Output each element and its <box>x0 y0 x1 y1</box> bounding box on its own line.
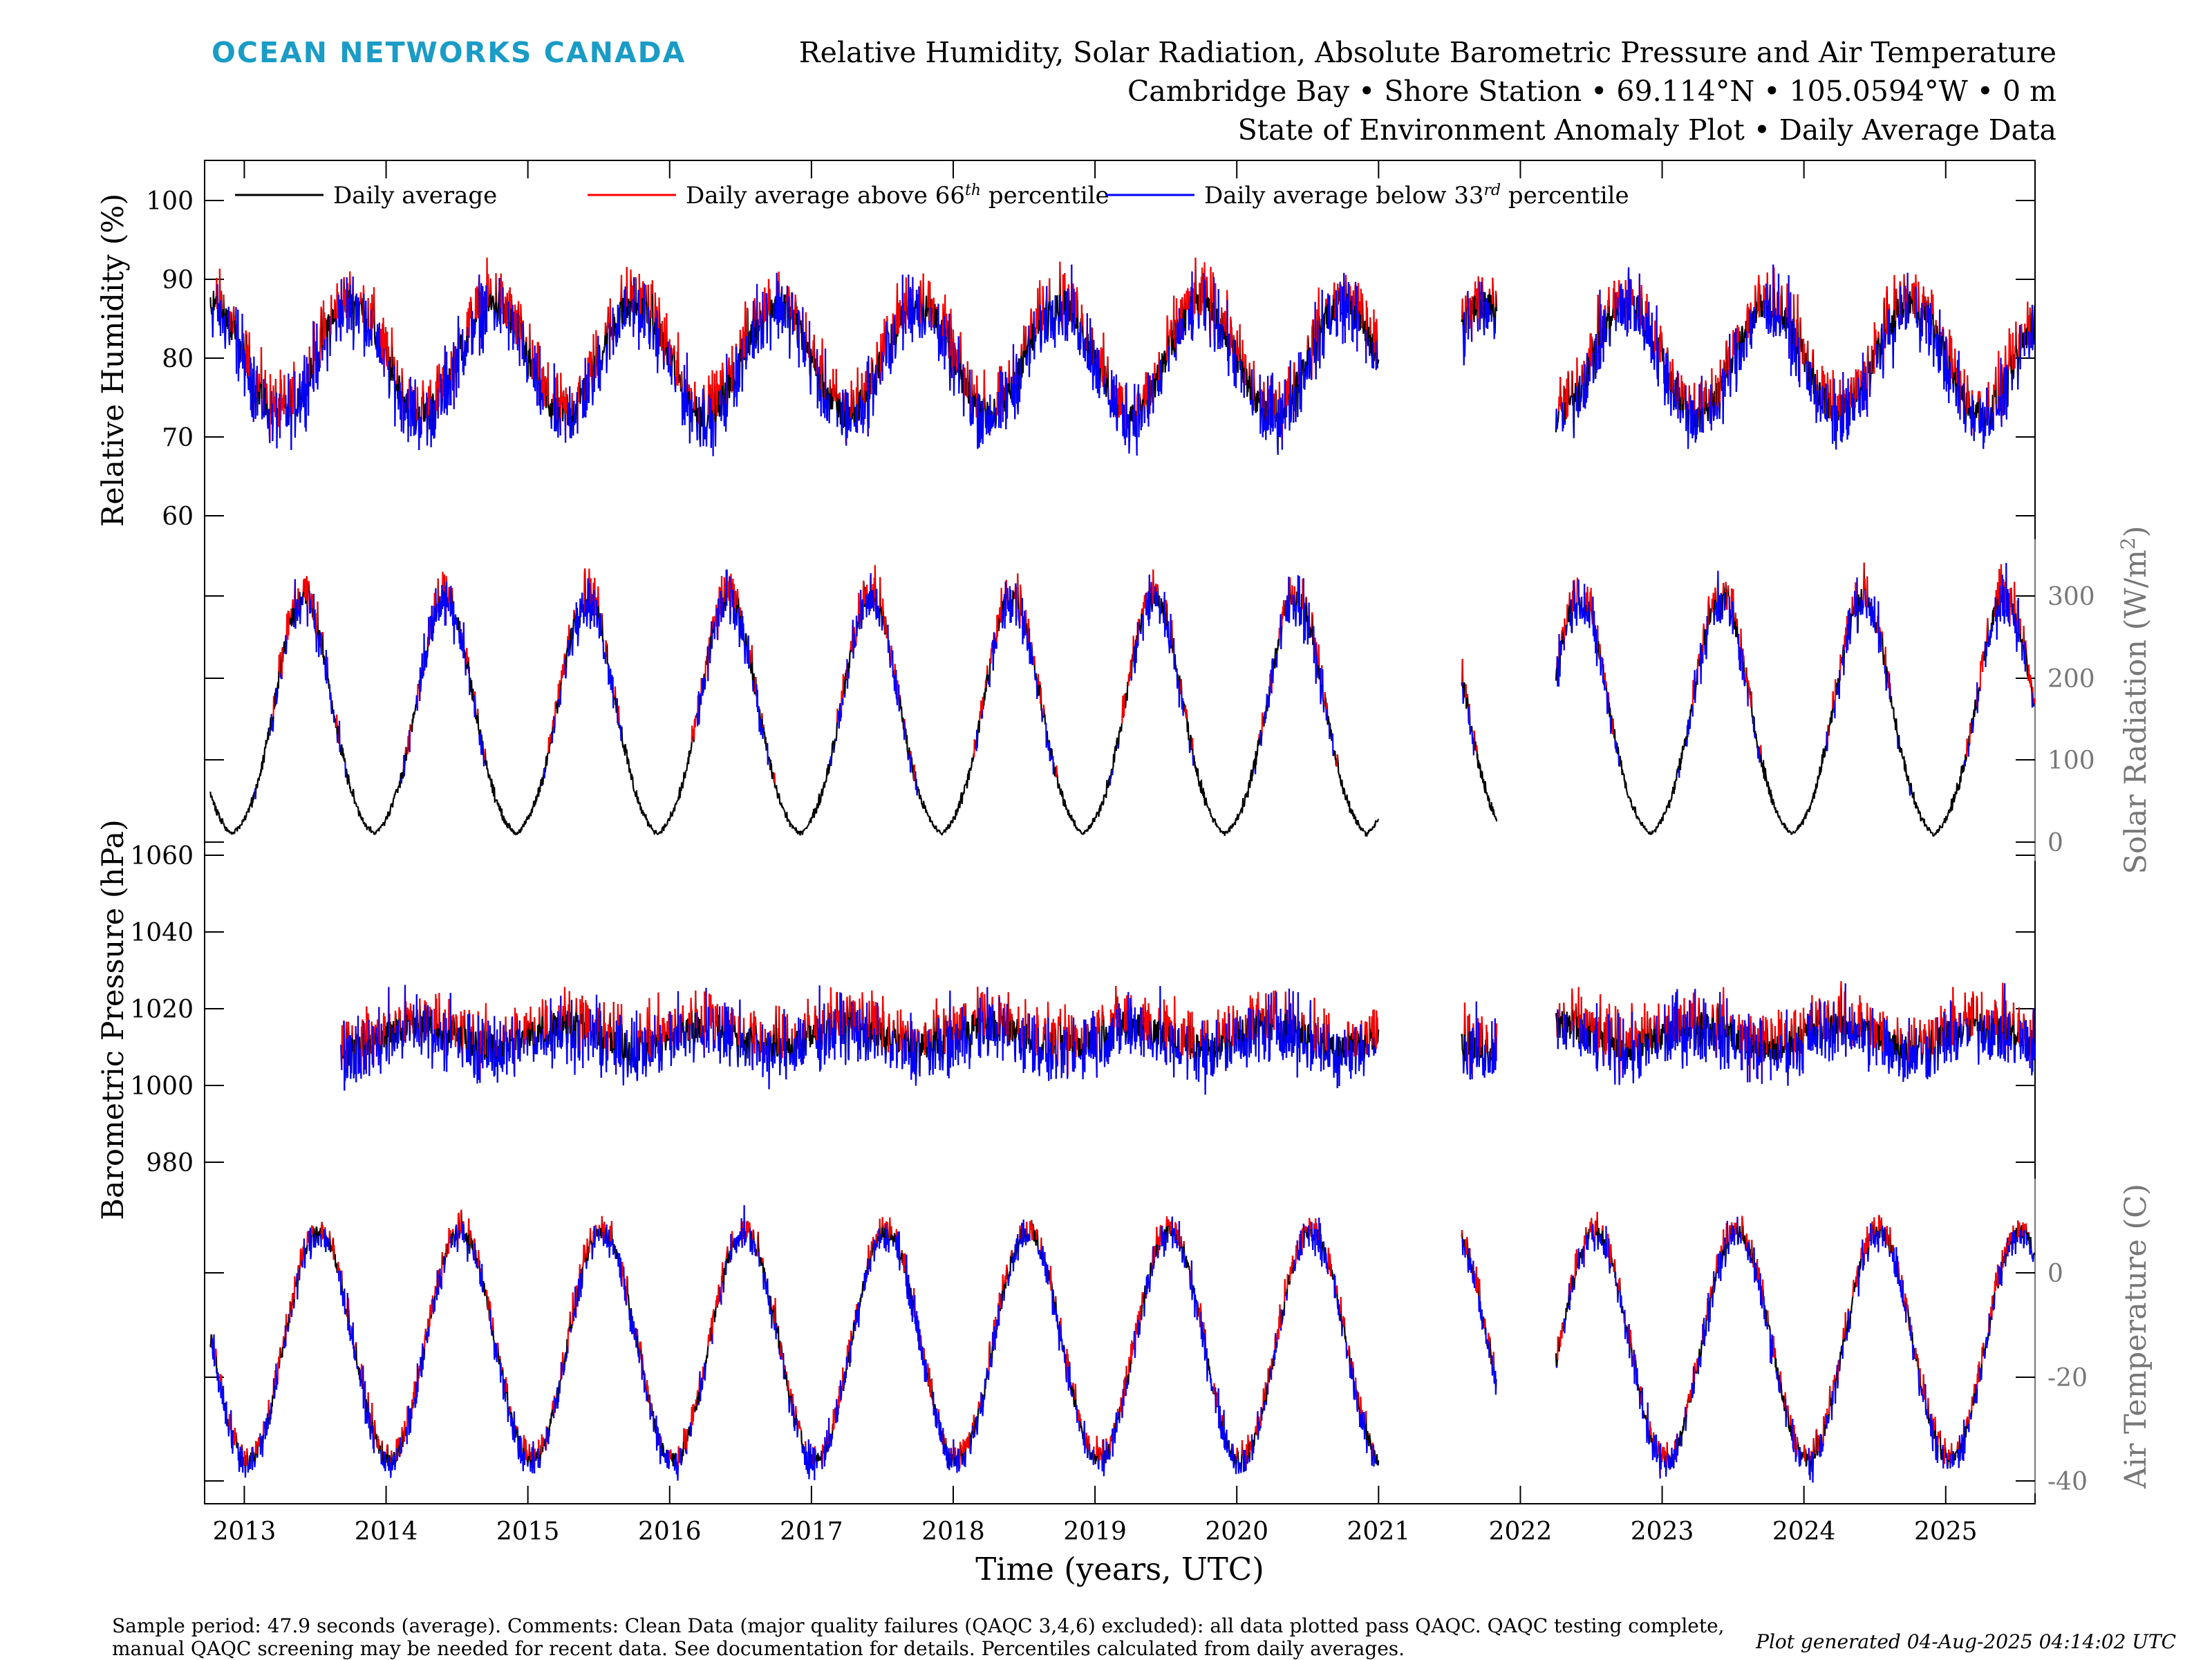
brand-logo: OCEAN NETWORKS CANADA <box>212 36 686 69</box>
temp-ytick-label: 0 <box>2047 1260 2063 1288</box>
x-tick-label: 2024 <box>1772 1518 1836 1546</box>
x-tick-label: 2014 <box>355 1518 418 1546</box>
legend-label-1: Daily average above 66th percentile <box>686 182 1109 210</box>
solar-series-below <box>254 563 2034 799</box>
title-line-1: Relative Humidity, Solar Radiation, Abso… <box>798 36 2056 69</box>
legend-label-2: Daily average below 33rd percentile <box>1204 182 1629 210</box>
pressure-ytick-label: 1020 <box>130 996 194 1024</box>
temp-ytick-label: -20 <box>2047 1364 2088 1392</box>
x-tick-label: 2017 <box>780 1518 843 1546</box>
rh-ytick-label: 90 <box>162 266 194 295</box>
x-tick-label: 2016 <box>638 1518 702 1546</box>
solar-ytick-label: 200 <box>2047 665 2095 693</box>
pressure-series-below <box>340 983 2036 1095</box>
pressure-ytick-label: 1060 <box>130 842 194 870</box>
rh-ytick-label: 70 <box>162 424 194 452</box>
temp-series-average <box>209 1209 2036 1483</box>
x-tick-label: 2018 <box>921 1518 985 1546</box>
x-axis-label: Time (years, UTC) <box>975 1551 1264 1587</box>
temp-series-above <box>211 1205 2030 1481</box>
x-tick-label: 2020 <box>1205 1518 1268 1546</box>
rh-ytick-label: 100 <box>146 187 194 216</box>
rh-ylabel: Relative Humidity (%) <box>96 194 131 527</box>
x-tick-label: 2019 <box>1063 1518 1127 1546</box>
rh-ytick-label: 80 <box>162 345 194 373</box>
solar-ylabel: Solar Radiation (W/m2) <box>2117 526 2154 875</box>
temp-series-below <box>212 1205 2034 1483</box>
pressure-ylabel: Barometric Pressure (hPa) <box>96 819 131 1220</box>
rh-ytick-label: 60 <box>162 503 194 531</box>
pressure-ytick-label: 1040 <box>130 919 194 947</box>
title-line-3: State of Environment Anomaly Plot • Dail… <box>1237 113 2056 147</box>
solar-ytick-label: 0 <box>2047 829 2063 857</box>
x-tick-label: 2021 <box>1347 1518 1411 1546</box>
rh-series-below <box>211 264 2035 456</box>
temp-ylabel: Air Temperature (C) <box>2119 1184 2153 1489</box>
solar-ytick-label: 300 <box>2047 583 2095 611</box>
title-line-2: Cambridge Bay • Shore Station • 69.114°N… <box>1127 75 2056 108</box>
solar-ytick-label: 100 <box>2047 747 2095 775</box>
footer-comment: Sample period: 47.9 seconds (average). C… <box>112 1614 1725 1660</box>
x-tick-label: 2015 <box>496 1518 560 1546</box>
x-tick-label: 2023 <box>1631 1518 1694 1546</box>
x-tick-label: 2022 <box>1489 1518 1553 1546</box>
pressure-ytick-label: 980 <box>146 1149 194 1177</box>
pressure-ytick-label: 1000 <box>130 1072 194 1101</box>
x-tick-label: 2013 <box>213 1518 276 1546</box>
footer-generated: Plot generated 04-Aug-2025 04:14:02 UTC <box>1756 1630 2176 1653</box>
x-tick-label: 2025 <box>1914 1518 1978 1546</box>
legend-label-0: Daily average <box>333 182 497 209</box>
temp-ytick-label: -40 <box>2047 1468 2088 1496</box>
